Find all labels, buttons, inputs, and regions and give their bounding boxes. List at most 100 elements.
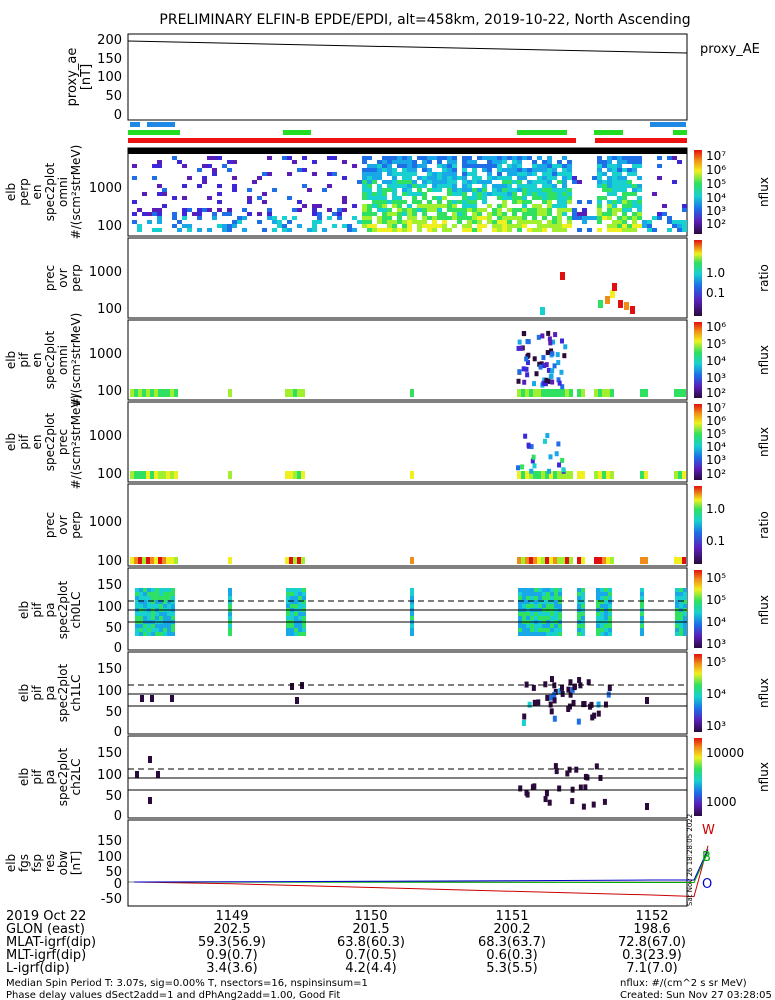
spectrogram-cell bbox=[607, 208, 612, 212]
spectrogram-cell bbox=[247, 212, 252, 216]
spectrogram-cell bbox=[482, 188, 487, 192]
spectrogram-cell bbox=[151, 592, 155, 596]
spectrogram-cell bbox=[163, 588, 167, 592]
spectrogram-cell bbox=[542, 228, 547, 232]
spectrogram-cell bbox=[512, 192, 517, 196]
spectrogram-cell bbox=[217, 156, 222, 160]
spectrogram-cell bbox=[537, 228, 542, 232]
spectrogram-cell bbox=[302, 592, 306, 596]
spectrogram-cell bbox=[139, 628, 143, 632]
spectrogram-cell bbox=[432, 220, 437, 224]
spectrogram-cell bbox=[135, 596, 139, 600]
spectrogram-cell bbox=[622, 180, 627, 184]
spectrogram-cell bbox=[542, 632, 546, 636]
spectrogram-cell bbox=[422, 216, 427, 220]
spectrogram-cell bbox=[517, 188, 522, 192]
status-bars bbox=[128, 122, 687, 143]
spectrogram-cell bbox=[520, 464, 525, 470]
spectrogram-cell bbox=[554, 632, 558, 636]
spectrogram-cell bbox=[417, 164, 422, 168]
spectrogram-cell bbox=[387, 172, 392, 176]
spectrogram-cell bbox=[157, 164, 162, 168]
spectrogram-cell bbox=[602, 184, 607, 188]
spectrogram-cell bbox=[297, 200, 302, 204]
spectrogram-cell bbox=[367, 156, 372, 160]
spectrogram-cell bbox=[554, 592, 558, 596]
spectrogram-cell bbox=[132, 200, 137, 204]
spectrogram-cell bbox=[437, 184, 442, 188]
ylabel-line: spec2plot bbox=[56, 580, 70, 639]
spectrogram-cell bbox=[675, 596, 679, 600]
spectrogram-cell bbox=[572, 208, 577, 212]
spectrogram-cell bbox=[627, 192, 632, 196]
spectrogram-cell bbox=[652, 228, 657, 232]
spectrogram-cell bbox=[477, 196, 482, 200]
spectrogram-cell bbox=[171, 632, 175, 636]
spectrogram-cell bbox=[596, 624, 600, 628]
spectrogram-cell bbox=[467, 180, 472, 184]
spectrogram-cell bbox=[545, 557, 549, 564]
spectrogram-cell bbox=[422, 176, 427, 180]
spectrogram-cell bbox=[512, 188, 517, 192]
spectrogram-cell bbox=[377, 192, 382, 196]
spectrogram-cell bbox=[597, 180, 602, 184]
spectrogram-cell bbox=[227, 212, 232, 216]
spectrogram-cell bbox=[502, 196, 507, 200]
spectrogram-cell bbox=[577, 588, 581, 592]
x-tick-glon: 200.2 bbox=[493, 922, 530, 937]
spectrogram-cell bbox=[132, 212, 137, 216]
spectrogram-cell bbox=[577, 632, 581, 636]
spectrogram-cell bbox=[302, 616, 306, 620]
spectrogram-cell bbox=[622, 216, 627, 220]
spectrogram-cell bbox=[527, 168, 532, 172]
y-tick-label: 50 bbox=[105, 865, 122, 880]
y-tick-label: 0 bbox=[114, 809, 122, 824]
spectrogram-cell bbox=[377, 220, 382, 224]
spectrogram-cell bbox=[497, 164, 502, 168]
spectrogram-cell bbox=[367, 224, 372, 228]
spectrogram-cell bbox=[417, 224, 422, 228]
spectrogram-cell bbox=[610, 389, 614, 397]
spectrogram-cell bbox=[472, 188, 477, 192]
spectrogram-cell bbox=[267, 216, 272, 220]
spectrogram-cell bbox=[362, 208, 367, 212]
spectrogram-cell bbox=[517, 369, 522, 375]
spectrogram-cell bbox=[679, 588, 683, 592]
spectrogram-cell bbox=[412, 196, 417, 200]
spectrogram-cell bbox=[567, 196, 572, 200]
spectrogram-cell bbox=[228, 632, 232, 636]
spectrogram-cell bbox=[159, 596, 163, 600]
spectrogram-cell bbox=[422, 212, 427, 216]
colorbar-label: nflux bbox=[757, 345, 771, 375]
spectrogram-cell bbox=[544, 362, 549, 368]
ylabel-line: pif bbox=[30, 602, 44, 618]
spectrogram-cell bbox=[132, 220, 137, 224]
spectrogram-cell bbox=[298, 588, 302, 592]
status-bar-blue bbox=[130, 122, 140, 127]
spectrogram-cell bbox=[532, 208, 537, 212]
spectrogram-cell bbox=[571, 699, 576, 706]
spectrogram-cell bbox=[382, 200, 387, 204]
spectrogram-cell bbox=[407, 228, 412, 232]
spectrogram-cell bbox=[197, 228, 202, 232]
spectrogram-cell bbox=[407, 180, 412, 184]
spectrogram-cell bbox=[608, 628, 612, 632]
spectrogram-cell bbox=[172, 156, 177, 160]
spectrogram-cell bbox=[352, 216, 357, 220]
spectrogram-cell bbox=[519, 345, 524, 351]
spectrogram-cell bbox=[402, 188, 407, 192]
spectrogram-cell bbox=[151, 616, 155, 620]
spectrogram-cell bbox=[287, 220, 292, 224]
footer-phase-info: Phase delay values dSect2add=1 and dPhAn… bbox=[6, 990, 340, 1000]
spectrogram-cell bbox=[683, 596, 687, 600]
spectrogram-cell bbox=[372, 176, 377, 180]
colorbar-gradient bbox=[694, 486, 702, 564]
spectrogram-cell bbox=[526, 632, 530, 636]
spectrogram-cell bbox=[522, 612, 526, 616]
spectrogram-cell bbox=[387, 168, 392, 172]
spectrogram-cell bbox=[542, 168, 547, 172]
x-tick-l: 4.2(4.4) bbox=[345, 961, 397, 976]
spectrogram-cell bbox=[532, 356, 537, 362]
spectrogram-cell bbox=[167, 624, 171, 628]
spectrogram-cell bbox=[497, 216, 502, 220]
